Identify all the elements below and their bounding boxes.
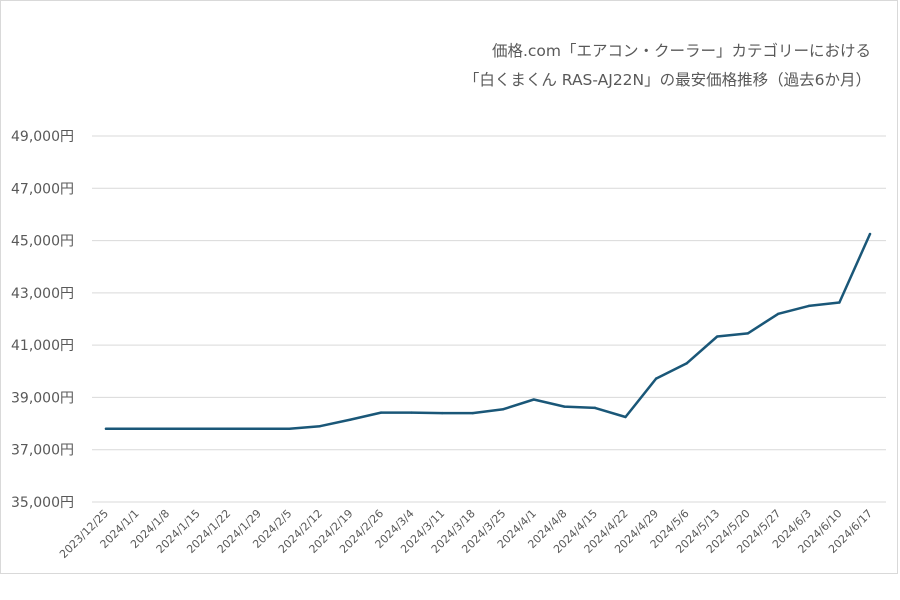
series-line — [104, 232, 872, 431]
data-point — [349, 418, 352, 421]
data-point — [471, 411, 474, 415]
data-point — [593, 406, 597, 410]
data-point — [685, 362, 688, 365]
data-point — [532, 398, 536, 401]
data-point — [196, 427, 199, 430]
data-point — [135, 427, 138, 430]
chart-title-line-2: 「白くまくん RAS-AJ22N」の最安価格推移（過去6か月） — [463, 71, 871, 89]
data-point — [624, 415, 627, 419]
y-tick-label: 49,000円 — [11, 129, 74, 145]
data-point — [288, 427, 291, 430]
data-point — [502, 407, 505, 411]
data-point — [104, 427, 108, 430]
data-point — [654, 377, 658, 380]
data-point — [746, 332, 749, 335]
data-point — [838, 301, 841, 304]
data-point — [807, 304, 811, 308]
chart-title-line-1: 価格.com「エアコン・クーラー」カテゴリーにおける — [491, 42, 871, 60]
data-point — [379, 411, 383, 414]
data-point — [257, 427, 260, 430]
y-tick-label: 35,000円 — [11, 495, 74, 511]
y-tick-label: 43,000円 — [11, 286, 74, 302]
chart-frame: 価格.com「エアコン・クーラー」カテゴリーにおける 「白くまくん RAS-AJ… — [0, 0, 898, 574]
y-tick-label: 45,000円 — [11, 234, 74, 250]
data-point — [440, 411, 444, 415]
y-tick-label: 47,000円 — [11, 181, 74, 197]
y-tick-label: 41,000円 — [11, 338, 74, 354]
data-point — [777, 312, 780, 315]
y-tick-label: 39,000円 — [11, 390, 74, 406]
x-tick-label: 2023/12/25 — [57, 507, 111, 561]
data-point — [318, 424, 322, 428]
data-point — [227, 427, 230, 430]
data-point — [410, 411, 413, 414]
data-point — [868, 232, 872, 236]
data-point — [165, 427, 169, 430]
data-point — [563, 405, 566, 408]
data-point — [716, 335, 719, 338]
y-tick-label: 37,000円 — [11, 443, 74, 459]
chart-title: 価格.com「エアコン・クーラー」カテゴリーにおける 「白くまくん RAS-AJ… — [464, 37, 871, 95]
